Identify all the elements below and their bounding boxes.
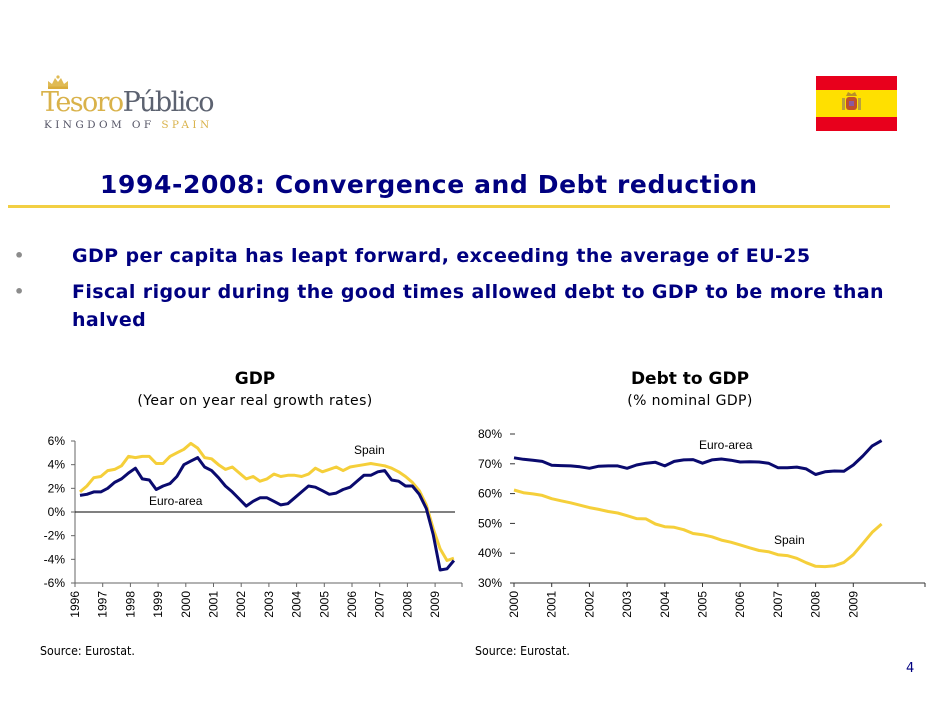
debt-x-tick-label: 2004 [658,591,672,618]
logo-tagline-part2: SPAIN [161,119,213,131]
gdp-y-tick-label: -2% [44,529,66,543]
title-underline-divider [8,205,890,208]
gdp-x-tick-label: 1997 [96,591,110,618]
gdp-chart-subtitle: (Year on year real growth rates) [137,393,373,409]
gdp-series-label-spain: Spain [354,443,385,457]
debt-chart-title: Debt to GDP [630,369,750,389]
gdp-chart: 6% 4% 2% 0% -2% -4% -6%1996 1997 1998 1999 2000 200… [44,434,463,618]
bullet-text: Fiscal rigour during the good times allo… [72,281,884,331]
logo-wordmark-part1: Tesoro [41,87,124,118]
logo-wordmark: TesoroPúblico [41,87,215,118]
debt-y-tick-label: 40% [478,546,502,560]
crown-icon [48,75,68,89]
gdp-x-tick-label: 2009 [428,591,442,618]
debt-series-line-euro-area [513,439,883,476]
gdp-x-tick-label: 1999 [151,591,165,618]
gdp-x-tick-label: 2008 [400,591,414,618]
gdp-series-label-euro-area: Euro-area [149,494,203,508]
gdp-chart-source: Source: Eurostat. [40,644,135,658]
debt-chart: 80% 70% 60% 50% 40% 30% 2000 2001 2002 2003 2004 20… [478,427,926,618]
bullet-item: • GDP per capita has leapt forward, exce… [14,242,904,272]
bullet-glyph: • [14,246,25,265]
gdp-x-tick-label: 2004 [290,591,304,618]
debt-x-tick-label: 2000 [507,591,521,618]
gdp-series-line-euro-area [79,456,456,572]
debt-y-tick-label: 60% [478,487,502,501]
bullet-item: • Fiscal rigour during the good times al… [14,278,904,336]
gdp-y-tick-label: 6% [48,434,66,448]
debt-x-tick-label: 2007 [771,591,785,618]
debt-series-line-spain [513,488,883,569]
tesoro-publico-logo: TesoroPúblico KINGDOM OF SPAIN [38,75,218,135]
debt-x-tick-label: 2006 [733,591,747,618]
gdp-chart-title: GDP [234,369,276,389]
bullet-glyph: • [14,282,25,301]
debt-y-tick-label: 80% [478,427,502,441]
debt-y-tick-label: 70% [478,457,502,471]
gdp-x-tick-label: 1998 [123,591,137,618]
debt-y-tick-label: 30% [478,576,502,590]
gdp-x-tick-label: 2000 [179,591,193,618]
gdp-y-tick-label: 4% [48,458,66,472]
gdp-x-tick-label: 2006 [345,591,359,618]
gdp-series-line-spain [79,441,455,562]
gdp-y-tick-label: 2% [48,481,66,495]
coat-of-arms-icon [842,92,861,110]
debt-series-label-euro-area: Euro-area [699,438,753,452]
gdp-x-tick-label: 1996 [68,591,82,618]
gdp-x-tick-label: 2007 [373,591,387,618]
debt-y-tick-label: 50% [478,516,502,530]
gdp-x-tick-label: 2005 [317,591,331,618]
logo-wordmark-part2: Público [122,87,215,118]
gdp-x-tick-label: 2003 [262,591,276,618]
gdp-y-tick-label: 0% [48,505,66,519]
gdp-x-tick-label: 2002 [234,591,248,618]
debt-chart-subtitle: (% nominal GDP) [627,393,753,409]
gdp-y-tick-label: -4% [44,552,66,566]
logo-tagline-part1: KINGDOM OF [44,119,162,131]
gdp-x-tick-label: 2001 [207,591,221,618]
debt-x-tick-label: 2003 [620,591,634,618]
page-number: 4 [906,661,915,676]
debt-x-tick-label: 2009 [846,591,860,618]
debt-x-tick-label: 2008 [809,591,823,618]
bullet-text: GDP per capita has leapt forward, exceed… [72,245,811,267]
debt-x-tick-label: 2001 [545,591,559,618]
spain-flag-icon [816,76,897,131]
logo-tagline: KINGDOM OF SPAIN [44,119,213,131]
debt-series-label-spain: Spain [774,533,805,547]
debt-x-tick-label: 2005 [696,591,710,618]
slide-title: 1994-2008: Convergence and Debt reductio… [100,170,758,199]
debt-chart-source: Source: Eurostat. [475,644,570,658]
debt-x-tick-label: 2002 [582,591,596,618]
gdp-y-tick-label: -6% [44,576,66,590]
